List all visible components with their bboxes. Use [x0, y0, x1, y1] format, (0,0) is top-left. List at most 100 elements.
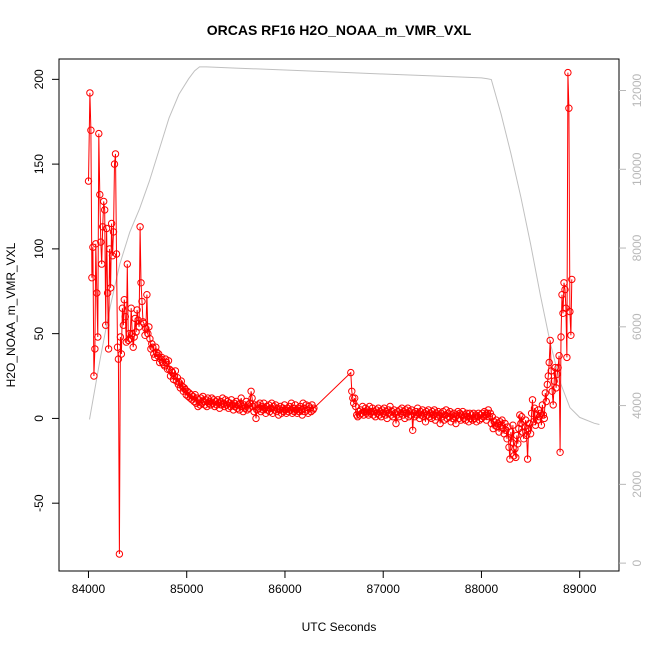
data-point	[522, 431, 531, 440]
data-point	[152, 343, 160, 351]
primary-series-layer	[84, 68, 576, 558]
data-point	[539, 411, 548, 419]
data-point	[245, 404, 253, 412]
data-point	[187, 391, 195, 399]
data-point	[237, 394, 245, 402]
data-point	[149, 343, 157, 351]
data-point	[143, 291, 151, 299]
data-point	[556, 448, 564, 456]
data-point	[138, 297, 146, 306]
data-point	[566, 307, 574, 316]
data-point	[88, 274, 96, 282]
data-point	[563, 353, 571, 362]
data-point	[349, 394, 357, 402]
data-point	[567, 331, 575, 339]
data-point	[243, 406, 251, 414]
data-point	[87, 126, 95, 134]
data-point	[561, 285, 569, 294]
data-point	[351, 394, 359, 402]
data-point	[524, 424, 533, 433]
data-point	[96, 190, 104, 199]
chart-title: ORCAS RF16 H2O_NOAA_m_VMR_VXL	[207, 22, 472, 38]
data-point	[253, 406, 261, 414]
data-point	[512, 453, 520, 462]
data-point	[146, 335, 154, 343]
data-point	[164, 357, 173, 365]
data-point	[550, 377, 558, 385]
y-tick-label: 150	[32, 154, 46, 174]
data-point	[509, 421, 517, 429]
data-point	[123, 260, 132, 268]
data-point	[153, 348, 161, 356]
data-point	[102, 321, 110, 329]
y2-tick-label: 0	[630, 559, 644, 566]
data-point	[485, 413, 493, 421]
data-point	[513, 431, 521, 440]
data-point	[98, 260, 106, 268]
y-tick-label: 0	[32, 415, 46, 422]
data-point	[542, 397, 550, 406]
data-point	[105, 245, 114, 253]
y2-tick-label: 8000	[630, 234, 644, 261]
data-point	[248, 394, 256, 402]
data-point	[362, 409, 371, 417]
y2-tick-label: 4000	[630, 392, 644, 419]
data-point	[247, 387, 255, 395]
data-point	[91, 345, 99, 353]
data-point	[528, 396, 537, 404]
data-point	[129, 343, 137, 351]
data-point	[537, 421, 546, 429]
y2-tick-label: 12000	[630, 73, 644, 107]
data-point	[551, 363, 559, 372]
data-point	[92, 240, 100, 248]
data-point	[535, 413, 544, 421]
data-point	[503, 435, 511, 443]
data-point	[101, 206, 109, 214]
y2-tick-label: 6000	[630, 313, 644, 340]
data-point	[392, 419, 400, 428]
x-axis: 84000 85000 86000 87000 88000 89000	[72, 571, 597, 596]
data-point	[540, 414, 548, 423]
data-point	[93, 289, 101, 297]
data-point	[136, 223, 144, 231]
data-point	[162, 358, 171, 367]
data-point	[119, 321, 128, 329]
data-point	[234, 401, 243, 409]
data-point	[541, 389, 549, 397]
data-point	[171, 367, 180, 375]
data-point	[189, 392, 197, 401]
data-point	[139, 318, 147, 326]
data-point	[120, 296, 129, 304]
data-point	[133, 306, 141, 314]
data-point	[86, 89, 94, 97]
data-point	[409, 426, 417, 434]
data-point	[552, 384, 560, 392]
data-point	[156, 358, 164, 367]
data-point	[565, 104, 573, 112]
data-point	[355, 411, 364, 419]
y2-axis: 0 2000 4000 6000 8000 10000 12000	[619, 73, 644, 566]
data-point	[361, 404, 370, 412]
data-point	[140, 319, 148, 328]
data-point	[287, 399, 296, 407]
data-point	[118, 304, 127, 312]
x-tick-label: 88000	[465, 582, 499, 596]
data-point	[113, 343, 122, 351]
data-point	[145, 323, 153, 331]
y-tick-label: 100	[32, 239, 46, 259]
data-point	[111, 150, 120, 158]
data-point	[134, 316, 142, 324]
y2-tick-label: 10000	[630, 152, 644, 186]
y-tick-label: -50	[32, 494, 46, 512]
data-point	[108, 252, 117, 260]
data-point	[102, 224, 111, 233]
data-point	[421, 418, 430, 426]
data-point	[530, 404, 539, 412]
data-point	[348, 387, 356, 395]
data-point	[444, 409, 452, 417]
data-point	[126, 335, 134, 343]
data-point	[90, 372, 98, 380]
x-tick-label: 89000	[563, 582, 597, 596]
data-point	[463, 409, 471, 417]
data-point	[116, 333, 125, 341]
